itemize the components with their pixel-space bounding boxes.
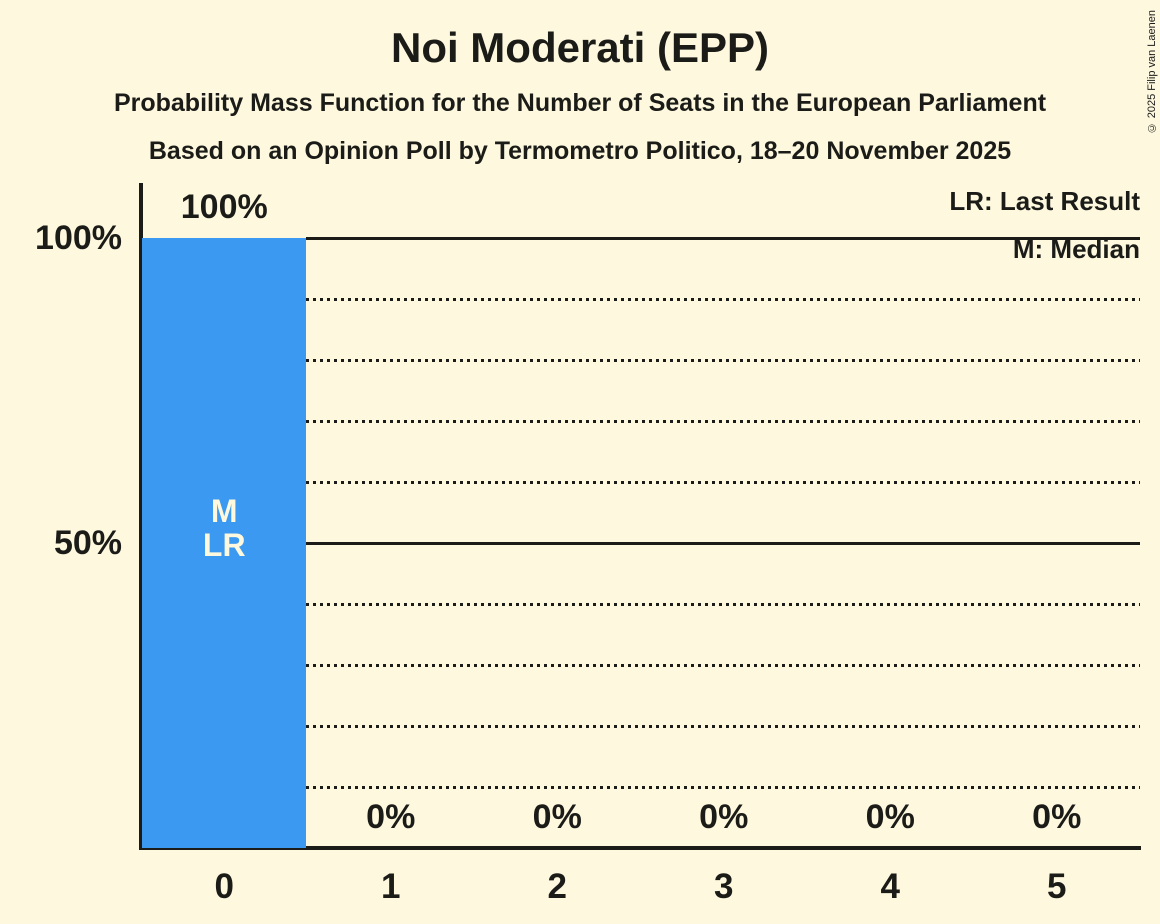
chart-subtitle-pmf: Probability Mass Function for the Number…: [113, 89, 1047, 117]
x-axis-line: [139, 846, 1141, 850]
x-tick-label-1: 1: [381, 867, 401, 906]
x-tick-label-2: 2: [547, 867, 567, 906]
gridline-dotted-90pct: [306, 297, 1140, 301]
bar-value-label-0: 100%: [180, 188, 268, 226]
bar-value-label-1: 0%: [366, 798, 416, 836]
bar-value-label-3: 0%: [699, 798, 749, 836]
bar-value-label-2: 0%: [532, 798, 582, 836]
y-axis-line: [139, 183, 143, 850]
legend-median: M: Median: [1012, 234, 1140, 264]
gridline-dotted-60pct: [306, 480, 1140, 484]
x-tick-label-3: 3: [714, 867, 734, 906]
x-tick-label-0: 0: [214, 867, 234, 906]
gridline-dotted-40pct: [306, 602, 1140, 606]
legend-last-result: LR: Last Result: [949, 186, 1140, 216]
gridline-solid-50pct: [306, 541, 1140, 545]
y-tick-label-50: 50%: [53, 524, 122, 562]
chart-title: Noi Moderati (EPP): [390, 24, 770, 71]
gridline-dotted-80pct: [306, 358, 1140, 362]
gridline-dotted-30pct: [306, 663, 1140, 667]
gridline-dotted-70pct: [306, 419, 1140, 423]
gridline-solid-100pct: [306, 236, 1140, 240]
y-tick-label-100: 100%: [35, 219, 122, 257]
bar-seats-0: [142, 238, 306, 848]
x-tick-label-4: 4: [880, 867, 900, 906]
chart-subtitle-poll: Based on an Opinion Poll by Termometro P…: [148, 137, 1012, 165]
bar-value-label-4: 0%: [865, 798, 915, 836]
x-tick-label-5: 5: [1047, 867, 1067, 906]
gridline-dotted-10pct: [306, 785, 1140, 789]
bar-value-label-5: 0%: [1032, 798, 1082, 836]
gridline-dotted-20pct: [306, 724, 1140, 728]
bar-annotation-0: M LR: [202, 493, 246, 563]
